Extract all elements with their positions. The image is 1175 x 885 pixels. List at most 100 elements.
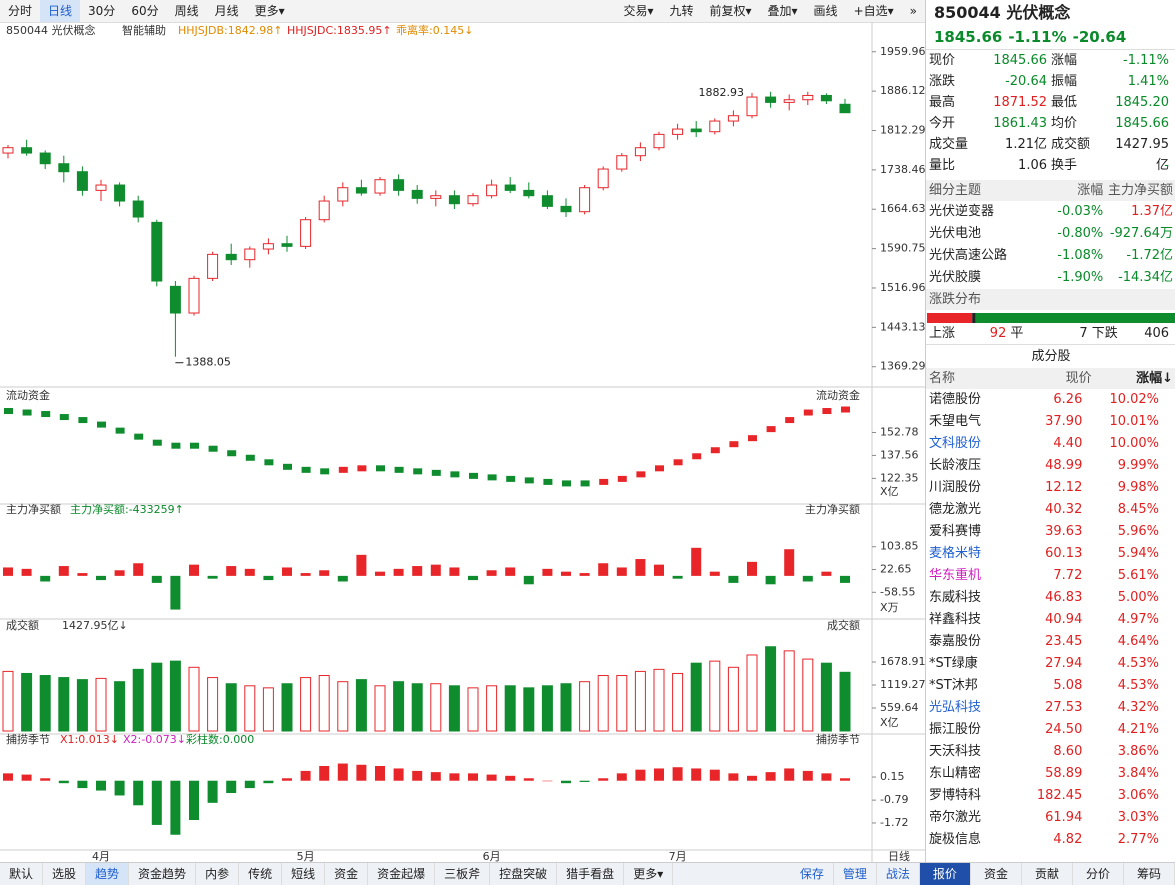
stock-row[interactable]: 德龙激光 40.32 8.45% <box>926 499 1175 521</box>
panel-title: 850044 光伏概念 <box>6 23 96 37</box>
volume-bar <box>765 646 777 732</box>
stock-row[interactable]: 天沃科技 8.60 3.86% <box>926 741 1175 763</box>
count-down_label: 下跌 <box>1091 326 1118 341</box>
toolbar-button[interactable]: 日线 <box>40 0 81 22</box>
stock-row[interactable]: 罗博特科 182.45 3.06% <box>926 785 1175 807</box>
theme-row[interactable]: 光伏胶膜 -1.90% -14.34亿 <box>926 267 1175 289</box>
panel-title: 流动资金 <box>6 388 50 402</box>
toolbar-button[interactable]: 分时 <box>8 4 33 18</box>
flow-mark <box>413 468 423 475</box>
stock-row[interactable]: 爱科赛博 39.63 5.96% <box>926 521 1175 543</box>
volume-bar <box>727 666 739 732</box>
stock-row[interactable]: 文科股份 4.40 10.00% <box>926 433 1175 455</box>
volume-bar <box>467 687 479 732</box>
toolbar-button[interactable]: +自选▾ <box>853 4 894 18</box>
tab[interactable]: 传统 <box>239 863 283 885</box>
bar <box>523 575 534 585</box>
tab[interactable]: 资金 <box>325 863 369 885</box>
stock-row[interactable]: 川润股份 12.12 9.98% <box>926 477 1175 499</box>
flow-mark <box>208 445 218 452</box>
stock-row[interactable]: 光弘科技 27.53 4.32% <box>926 697 1175 719</box>
toolbar-button[interactable]: 叠加▾ <box>767 4 798 18</box>
stock-row[interactable]: 长龄液压 48.99 9.99% <box>926 455 1175 477</box>
tab[interactable]: 三板斧 <box>435 863 491 885</box>
flow-mark <box>338 466 348 473</box>
panel-tab[interactable]: 分价 <box>1073 863 1124 885</box>
candle-body <box>58 163 70 173</box>
bar <box>691 768 702 781</box>
stock-row[interactable]: 东山精密 58.89 3.84% <box>926 763 1175 785</box>
stock-row[interactable]: 旋极信息 4.82 2.77% <box>926 829 1175 851</box>
tab[interactable]: 内参 <box>196 863 240 885</box>
stock-row[interactable]: 泰嘉股份 23.45 4.64% <box>926 631 1175 653</box>
toolbar-button[interactable]: 月线 <box>214 4 239 18</box>
indicator: X1:0.013↓ <box>60 733 119 746</box>
indicator: 智能辅助 <box>122 23 166 37</box>
stock-row[interactable]: 华东重机 7.72 5.61% <box>926 565 1175 587</box>
stock-cell: 182.45 <box>1036 788 1083 803</box>
flow-mark <box>766 426 776 433</box>
volume-bar <box>337 681 349 732</box>
theme-row[interactable]: 光伏高速公路 -1.08% -1.72亿 <box>926 245 1175 267</box>
bar <box>486 774 497 781</box>
toolbar-button[interactable]: 60分 <box>131 4 159 18</box>
stock-row[interactable]: 诺德股份 6.26 10.02% <box>926 389 1175 411</box>
toolbar-button[interactable]: 前复权▾ <box>709 4 752 18</box>
action-button[interactable]: 战法 <box>877 863 920 885</box>
y-tick-label: 1738.46 <box>880 163 925 176</box>
stock-row[interactable]: 振江股份 24.50 4.21% <box>926 719 1175 741</box>
toolbar-button[interactable]: 30分 <box>88 4 116 18</box>
stock-row[interactable]: 东威科技 46.83 5.00% <box>926 587 1175 609</box>
tab[interactable]: 资金趋势 <box>129 863 197 885</box>
flow-mark <box>22 409 32 416</box>
tab[interactable]: 默认 <box>0 863 44 885</box>
tab[interactable]: 选股 <box>43 863 87 885</box>
unit-label: X亿 <box>880 485 899 498</box>
stocks-header: 名称 现价 涨幅↓ <box>926 368 1175 389</box>
tab[interactable]: 资金起爆 <box>368 863 436 885</box>
volume-bar <box>76 679 88 732</box>
stock-row[interactable]: 帝尔激光 61.94 3.03% <box>926 807 1175 829</box>
toolbar-button[interactable]: 九转 <box>669 4 694 18</box>
bar <box>468 773 478 781</box>
quote-panel: 850044 光伏概念 1845.66 -1.11% -20.64 现价 1845.66 涨… <box>925 0 1175 862</box>
toolbar-button[interactable]: » <box>909 4 917 18</box>
theme-row[interactable]: 光伏电池 -0.80% -927.64万 <box>926 223 1175 245</box>
tab[interactable]: 猎手看盘 <box>557 863 625 885</box>
bar <box>672 767 683 781</box>
stock-row[interactable]: 祥鑫科技 40.94 4.97% <box>926 609 1175 631</box>
flow-mark <box>803 409 813 416</box>
count-up: 92 <box>989 326 1007 341</box>
distribution-counts: 上涨 92 平 7 下跌 406 <box>926 323 1175 344</box>
panel-tab[interactable]: 报价 <box>919 863 971 885</box>
toolbar-button[interactable]: 画线 <box>813 4 838 18</box>
theme-row[interactable]: 光伏逆变器 -0.03% 1.37亿 <box>926 201 1175 223</box>
volume-bar <box>486 685 498 732</box>
panel-tab[interactable]: 筹码 <box>1124 863 1175 885</box>
toolbar-button[interactable]: 交易▾ <box>623 4 654 18</box>
tab[interactable]: 短线 <box>282 863 326 885</box>
y-tick-label: 1678.91 <box>880 655 925 668</box>
panel-tab[interactable]: 资金 <box>971 863 1022 885</box>
tab[interactable]: 控盘突破 <box>490 863 558 885</box>
quote-cell: 1845.66 <box>1115 116 1169 131</box>
stock-row[interactable]: 禾望电气 37.90 10.01% <box>926 411 1175 433</box>
action-button[interactable]: 保存 <box>791 863 834 885</box>
candle-body <box>281 243 293 247</box>
candle-body <box>39 152 51 165</box>
panel-tab[interactable]: 贡献 <box>1022 863 1073 885</box>
stock-row[interactable]: *ST沐邦 5.08 4.53% <box>926 675 1175 697</box>
candle-body <box>318 200 330 221</box>
quote-cell: 1861.43 <box>993 116 1047 131</box>
panel-title-right: 主力净买额 <box>805 502 860 516</box>
toolbar-button[interactable]: 周线 <box>174 4 199 18</box>
stock-row[interactable]: 麦格米特 60.13 5.94% <box>926 543 1175 565</box>
action-button[interactable]: 管理 <box>834 863 877 885</box>
tab[interactable]: 趋势 <box>86 863 130 885</box>
stock-cell: 华东重机 <box>929 568 982 583</box>
toolbar-button[interactable]: 更多▾ <box>254 4 285 18</box>
candle-body <box>374 179 386 194</box>
candle-body <box>244 248 256 261</box>
tab[interactable]: 更多▾ <box>624 863 674 885</box>
stock-row[interactable]: *ST绿康 27.94 4.53% <box>926 653 1175 675</box>
